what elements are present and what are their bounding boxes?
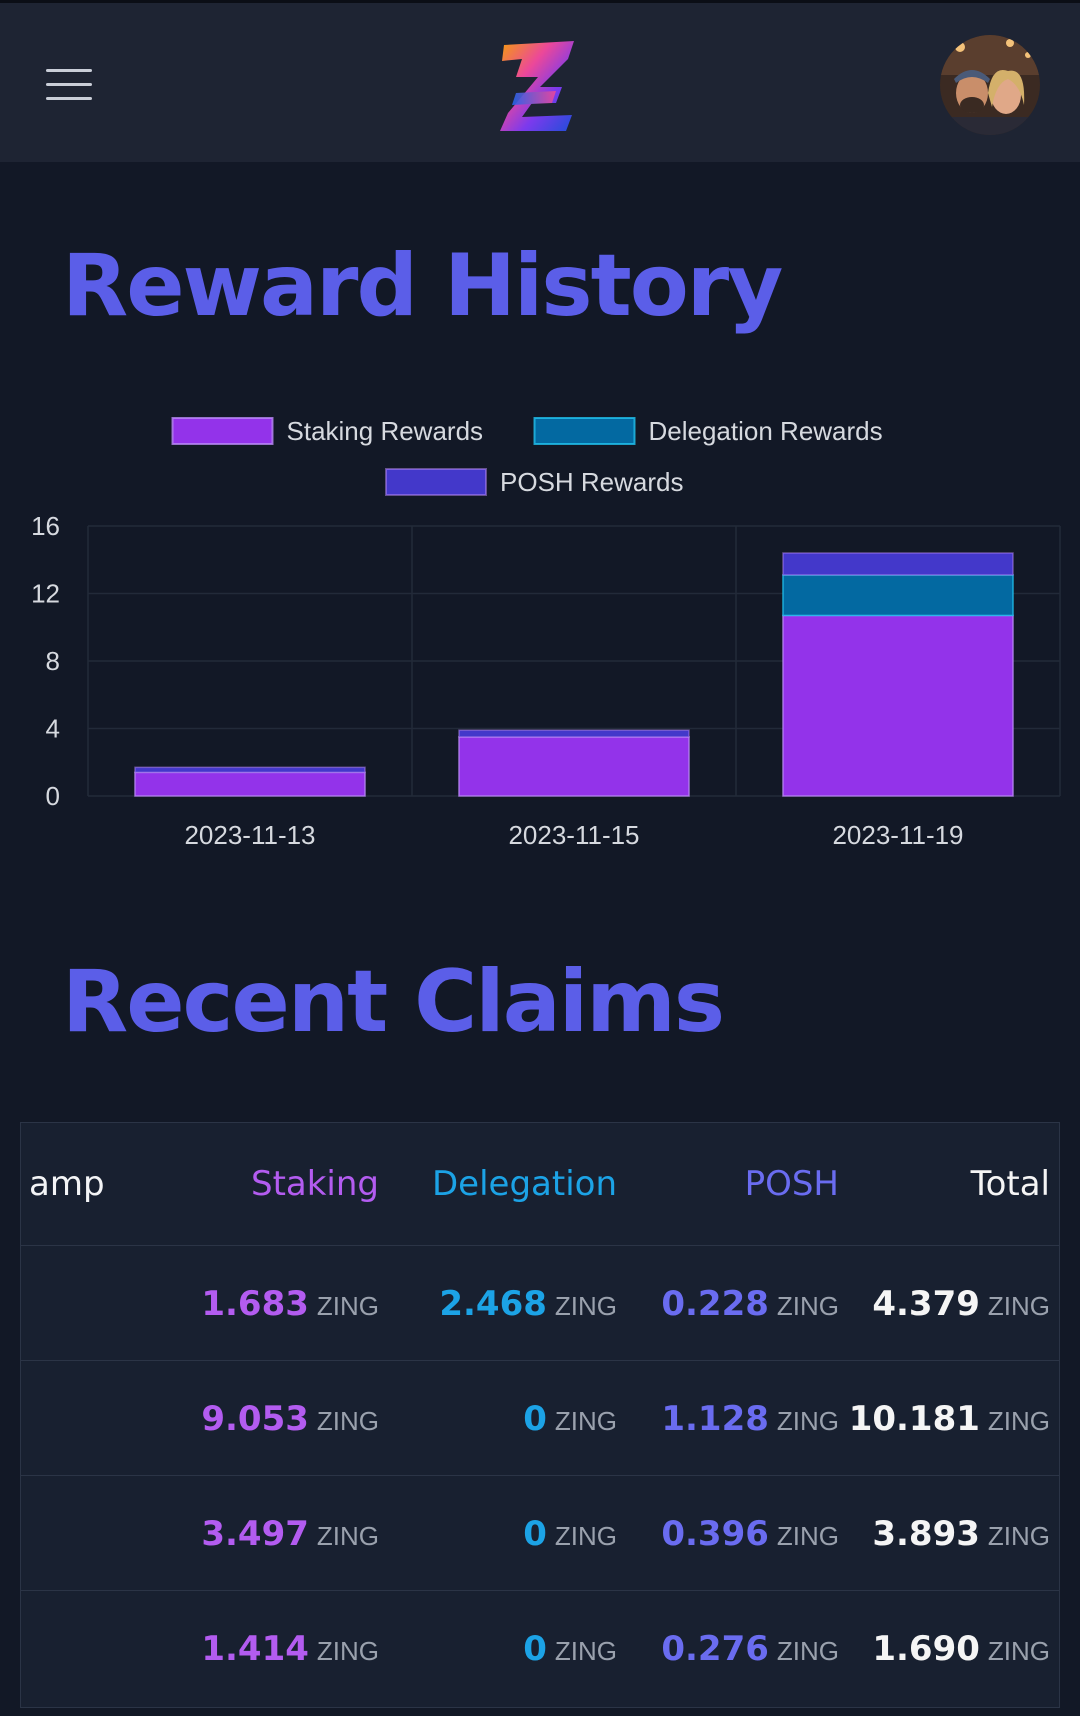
chart-svg: Staking Rewards Delegation Rewards POSH Re… [31,416,1061,850]
unit-label: ZING [554,1635,617,1666]
delegation-cell: 2.468 ZING [379,1245,617,1360]
total-cell: 4.379 ZING [839,1245,1059,1360]
bar-segment [782,614,1014,797]
posh-value: 0.276 [661,1628,769,1669]
legend-label: Delegation Rewards [649,416,883,446]
posh-cell: 0.396 ZING [617,1475,839,1590]
legend-label: Staking Rewards [287,416,484,446]
legend-swatch [171,417,274,445]
staking-value: 3.497 [201,1513,309,1554]
unit-label: ZING [316,1520,379,1551]
total-value: 3.893 [872,1513,980,1554]
legend-swatch [385,468,487,496]
total-cell: 3.893 ZING [839,1475,1059,1590]
timestamp-cell: ago [21,1475,161,1590]
posh-cell: 0.276 ZING [617,1590,839,1705]
unit-label: ZING [776,1290,839,1321]
posh-cell: 1.128 ZING [617,1360,839,1475]
table-row: cs ago1.683ZING2.468ZING0.228ZING4.379ZI… [21,1245,1059,1360]
unit-label: ZING [554,1405,617,1436]
bar-segment [782,552,1014,576]
unit-label: ZING [316,1290,379,1321]
staking-cell: 3.497 ZING [161,1475,379,1590]
bar-segment [134,766,366,774]
reward-history-title: Reward History [62,236,783,336]
staking-cell: 1.683 ZING [161,1245,379,1360]
legend-swatch [533,417,636,445]
posh-value: 0.228 [661,1283,769,1324]
x-tick-label: 2023-11-19 [832,820,963,850]
delegation-cell: 0 ZING [379,1360,617,1475]
claims-table: amp Staking Delegation POSH Total cs ago… [21,1123,1059,1705]
unit-label: ZING [987,1290,1050,1321]
unit-label: ZING [554,1290,617,1321]
unit-label: ZING [987,1405,1050,1436]
zing-logo-icon[interactable] [496,37,580,133]
staking-value: 9.053 [201,1398,309,1439]
y-tick-label: 4 [46,714,60,744]
delegation-cell: 0 ZING [379,1475,617,1590]
unit-label: ZING [316,1405,379,1436]
timestamp-cell: ago [21,1590,161,1705]
unit-label: ZING [776,1405,839,1436]
staking-value: 1.414 [201,1628,309,1669]
staking-cell: 9.053 ZING [161,1360,379,1475]
unit-label: ZING [776,1635,839,1666]
unit-label: ZING [987,1635,1050,1666]
total-value: 1.690 [872,1628,980,1669]
unit-label: ZING [554,1520,617,1551]
staking-cell: 1.414 ZING [161,1590,379,1705]
column-header-staking[interactable]: Staking [250,1163,379,1204]
unit-label: ZING [776,1520,839,1551]
column-header-posh[interactable]: POSH [744,1163,839,1204]
delegation-value: 0 [523,1513,547,1554]
table-header-row: amp Staking Delegation POSH Total [21,1123,1059,1245]
column-header-delegation[interactable]: Delegation [431,1163,617,1204]
total-cell: 1.690 ZING [839,1590,1059,1705]
posh-value: 1.128 [661,1398,769,1439]
posh-value: 0.396 [661,1513,769,1554]
claims-table-card: amp Staking Delegation POSH Total cs ago… [20,1122,1060,1708]
bar-segment [782,574,1014,617]
posh-cell: 0.228 ZING [617,1245,839,1360]
bar-segment [458,729,690,738]
legend-label: POSH Rewards [500,467,684,497]
y-tick-label: 8 [46,646,60,676]
column-header-total[interactable]: Total [970,1163,1050,1204]
delegation-cell: 0 ZING [379,1590,617,1705]
delegation-value: 2.468 [439,1283,547,1324]
reward-history-chart: Staking Rewards Delegation Rewards POSH Re… [0,405,1080,875]
x-tick-label: 2023-11-15 [508,820,639,850]
y-tick-label: 16 [31,511,60,541]
column-header-timestamp[interactable]: amp [29,1163,105,1204]
y-tick-label: 0 [46,781,60,811]
unit-label: ZING [316,1635,379,1666]
hamburger-menu-icon[interactable] [46,67,92,101]
x-tick-label: 2023-11-13 [184,820,315,850]
y-tick-label: 12 [31,579,60,609]
timestamp-cell: cs ago [21,1245,161,1360]
total-cell: 10.181 ZING [839,1360,1059,1475]
delegation-value: 0 [523,1628,547,1669]
top-bar [0,0,1080,162]
unit-label: ZING [987,1520,1050,1551]
staking-value: 1.683 [201,1283,309,1324]
total-value: 4.379 [872,1283,980,1324]
user-avatar[interactable] [940,35,1040,135]
recent-claims-title: Recent Claims [62,952,725,1052]
bar-segment [458,736,690,797]
delegation-value: 0 [523,1398,547,1439]
timestamp-cell: s ago [21,1360,161,1475]
bar-segment [134,771,366,797]
total-value: 10.181 [848,1398,980,1439]
